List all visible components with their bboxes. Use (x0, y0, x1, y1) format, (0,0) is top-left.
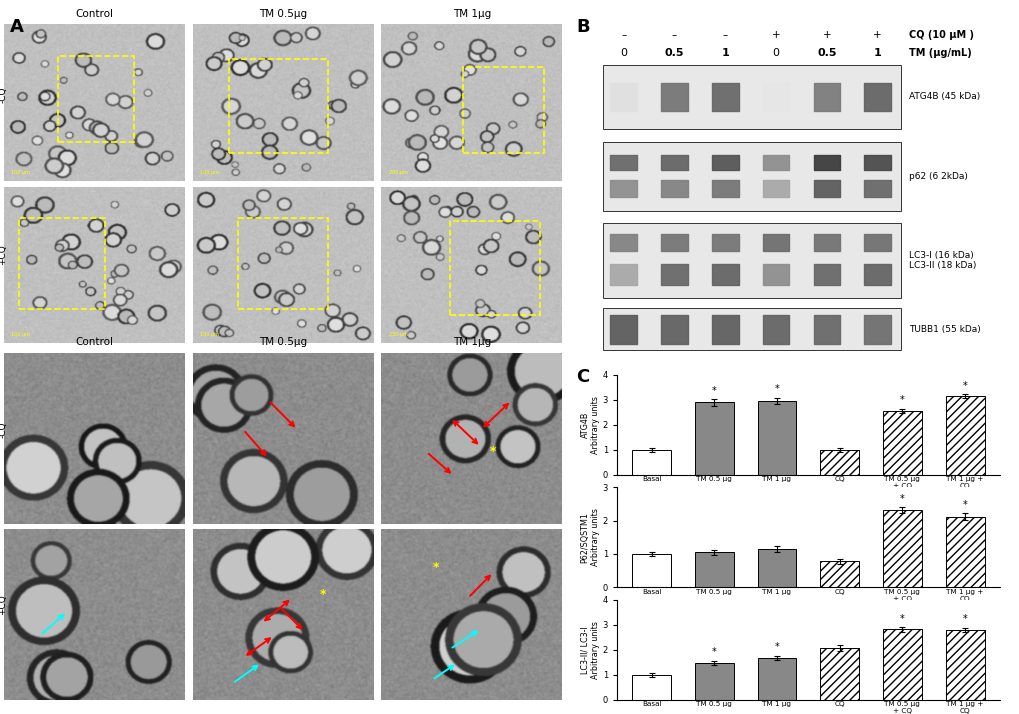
Text: *: * (711, 386, 716, 396)
Text: 100 μm: 100 μm (200, 332, 219, 337)
Text: CQ (10 μM ): CQ (10 μM ) (909, 30, 973, 40)
Text: 0: 0 (620, 49, 627, 59)
Y-axis label: LC3-II/ LC3-I
Arbitrary units: LC3-II/ LC3-I Arbitrary units (580, 621, 599, 679)
Bar (463, 66, 543, 153)
Text: ATG4B (45 kDa): ATG4B (45 kDa) (909, 92, 979, 101)
Bar (602, 65, 900, 129)
Text: *: * (962, 614, 967, 624)
Text: 0: 0 (771, 49, 779, 59)
Bar (237, 218, 328, 309)
Text: +CQ: +CQ (0, 244, 7, 265)
Bar (632, 675, 671, 700)
Text: *: * (899, 493, 904, 503)
Bar (18, 218, 105, 309)
Bar (882, 630, 921, 700)
Text: *: * (711, 647, 716, 657)
Text: 100 μm: 100 μm (11, 332, 31, 337)
Text: 1: 1 (720, 49, 729, 59)
Text: *: * (899, 613, 904, 624)
Text: B: B (576, 18, 589, 36)
Bar (757, 658, 796, 700)
Text: 0.5: 0.5 (664, 49, 684, 59)
Text: *: * (773, 384, 779, 394)
Text: 0.5: 0.5 (816, 49, 836, 59)
Bar (819, 561, 858, 587)
Bar (757, 401, 796, 475)
Text: *: * (432, 560, 438, 573)
Text: C: C (576, 368, 589, 386)
Text: *: * (490, 446, 496, 458)
Bar (945, 396, 983, 475)
Bar (228, 59, 328, 153)
Bar (694, 663, 733, 700)
Text: TM (μg/mL): TM (μg/mL) (909, 49, 971, 59)
Bar (819, 450, 858, 475)
Bar (449, 221, 540, 315)
Text: TM 1μg: TM 1μg (452, 337, 490, 347)
Text: –: – (672, 30, 677, 40)
Text: TM 1μg: TM 1μg (452, 9, 490, 19)
Text: +CQ: +CQ (0, 594, 7, 615)
Text: +: + (771, 30, 780, 40)
Y-axis label: P62/SQSTM1
Arbitrary units: P62/SQSTM1 Arbitrary units (580, 508, 599, 566)
Bar (632, 554, 671, 587)
Bar (945, 630, 983, 700)
Bar (602, 142, 900, 211)
Text: -CQ: -CQ (0, 422, 7, 438)
Text: TM 0.5μg: TM 0.5μg (259, 337, 307, 347)
Text: TUBB1 (55 kDa): TUBB1 (55 kDa) (909, 325, 980, 334)
Bar (694, 552, 733, 587)
Text: –: – (722, 30, 728, 40)
Y-axis label: ATG4B
Arbitrary units: ATG4B Arbitrary units (580, 396, 599, 453)
Text: *: * (899, 395, 904, 405)
Text: 1: 1 (873, 49, 880, 59)
Text: A: A (10, 18, 24, 36)
Text: -CQ: -CQ (0, 86, 7, 103)
Bar (694, 402, 733, 475)
Bar (882, 510, 921, 587)
Text: 200 μm: 200 μm (388, 170, 408, 175)
Bar (58, 56, 133, 142)
Bar (819, 648, 858, 700)
Bar (602, 223, 900, 298)
Text: *: * (319, 588, 326, 601)
Bar (602, 308, 900, 351)
Bar (945, 517, 983, 587)
Text: +: + (872, 30, 881, 40)
Text: 100 μm: 100 μm (200, 170, 219, 175)
Bar (757, 549, 796, 587)
Text: *: * (962, 381, 967, 391)
Bar (882, 411, 921, 475)
Bar (632, 450, 671, 475)
Text: –: – (621, 30, 626, 40)
Text: *: * (962, 500, 967, 510)
Text: Control: Control (75, 337, 113, 347)
Text: p62 (6 2kDa): p62 (6 2kDa) (909, 172, 967, 181)
Text: 230 μm: 230 μm (388, 332, 408, 337)
Text: 100 μm: 100 μm (11, 170, 31, 175)
Text: LC3-I (16 kDa)
LC3-II (18 kDa): LC3-I (16 kDa) LC3-II (18 kDa) (909, 251, 976, 270)
Text: Control: Control (75, 9, 113, 19)
Text: +: + (821, 30, 830, 40)
Text: *: * (773, 642, 779, 652)
Text: TM 0.5μg: TM 0.5μg (259, 9, 307, 19)
